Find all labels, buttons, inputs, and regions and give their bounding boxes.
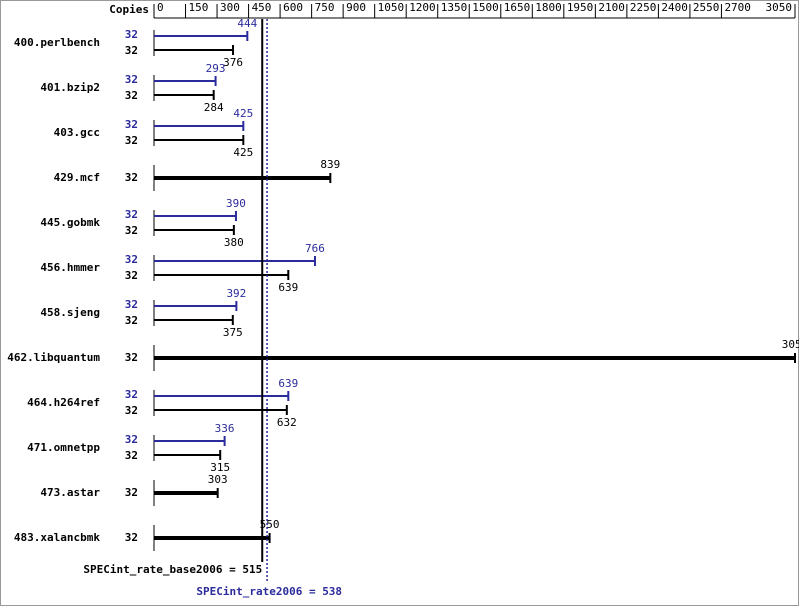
value-label: 839 (320, 158, 340, 171)
copies: 32 (125, 171, 138, 184)
value-label: 293 (206, 62, 226, 75)
value-label: 315 (210, 461, 230, 474)
copies: 32 (125, 28, 138, 41)
value-label: 380 (224, 236, 244, 249)
copies: 32 (125, 208, 138, 221)
benchmark-name: 429.mcf (54, 171, 100, 184)
benchmark-name: 403.gcc (54, 126, 100, 139)
benchmark-name: 400.perlbench (14, 36, 100, 49)
copies: 32 (125, 531, 138, 544)
x-tick-label: 750 (315, 1, 335, 14)
x-tick-label: 1800 (535, 1, 562, 14)
benchmark-name: 401.bzip2 (40, 81, 100, 94)
value-label: 425 (233, 146, 253, 159)
benchmark-name: 458.sjeng (40, 306, 100, 319)
value-label: 390 (226, 197, 246, 210)
benchmark-name: 445.gobmk (40, 216, 100, 229)
copies: 32 (125, 433, 138, 446)
reference-label: SPECint_rate_base2006 = 515 (83, 563, 262, 576)
copies: 32 (125, 89, 138, 102)
x-tick-label: 900 (346, 1, 366, 14)
copies: 32 (125, 253, 138, 266)
x-tick-label: 150 (189, 1, 209, 14)
copies: 32 (125, 314, 138, 327)
x-tick-label: 1050 (378, 1, 405, 14)
value-label: 639 (278, 377, 298, 390)
copies: 32 (125, 73, 138, 86)
value-label: 336 (215, 422, 235, 435)
x-tick-label: 1200 (409, 1, 436, 14)
x-tick-label: 600 (283, 1, 303, 14)
copies: 32 (125, 388, 138, 401)
value-label: 284 (204, 101, 224, 114)
value-label: 303 (208, 473, 228, 486)
copies: 32 (125, 351, 138, 364)
value-label: 444 (237, 17, 257, 30)
copies: 32 (125, 224, 138, 237)
x-tick-label: 1500 (472, 1, 499, 14)
benchmark-name: 462.libquantum (7, 351, 100, 364)
value-label: 376 (223, 56, 243, 69)
x-tick-label: 2100 (598, 1, 625, 14)
benchmark-name: 464.h264ref (27, 396, 100, 409)
value-label: 550 (260, 518, 280, 531)
copies: 32 (125, 449, 138, 462)
value-label: 392 (226, 287, 246, 300)
x-tick-label: 1950 (567, 1, 594, 14)
copies: 32 (125, 298, 138, 311)
copies: 32 (125, 44, 138, 57)
value-label: 639 (278, 281, 298, 294)
value-label: 425 (233, 107, 253, 120)
value-label: 3050 (782, 338, 799, 351)
value-label: 632 (277, 416, 297, 429)
benchmark-name: 456.hmmer (40, 261, 100, 274)
x-tick-label: 0 (157, 1, 164, 14)
value-label: 375 (223, 326, 243, 339)
x-tick-label: 1650 (504, 1, 531, 14)
x-tick-label: 300 (220, 1, 240, 14)
benchmark-name: 471.omnetpp (27, 441, 100, 454)
benchmark-name: 473.astar (40, 486, 100, 499)
copies: 32 (125, 134, 138, 147)
x-tick-label: 2550 (693, 1, 720, 14)
x-tick-label: 2400 (661, 1, 688, 14)
copies: 32 (125, 404, 138, 417)
x-tick-label: 2700 (724, 1, 751, 14)
x-tick-label: 450 (252, 1, 272, 14)
copies-header: Copies (109, 3, 149, 16)
x-tick-label: 2250 (630, 1, 657, 14)
value-label: 766 (305, 242, 325, 255)
copies: 32 (125, 486, 138, 499)
copies: 32 (125, 118, 138, 131)
reference-label: SPECint_rate2006 = 538 (196, 585, 342, 598)
copies: 32 (125, 269, 138, 282)
benchmark-name: 483.xalancbmk (14, 531, 100, 544)
x-tick-label: 3050 (766, 1, 793, 14)
x-tick-label: 1350 (441, 1, 468, 14)
